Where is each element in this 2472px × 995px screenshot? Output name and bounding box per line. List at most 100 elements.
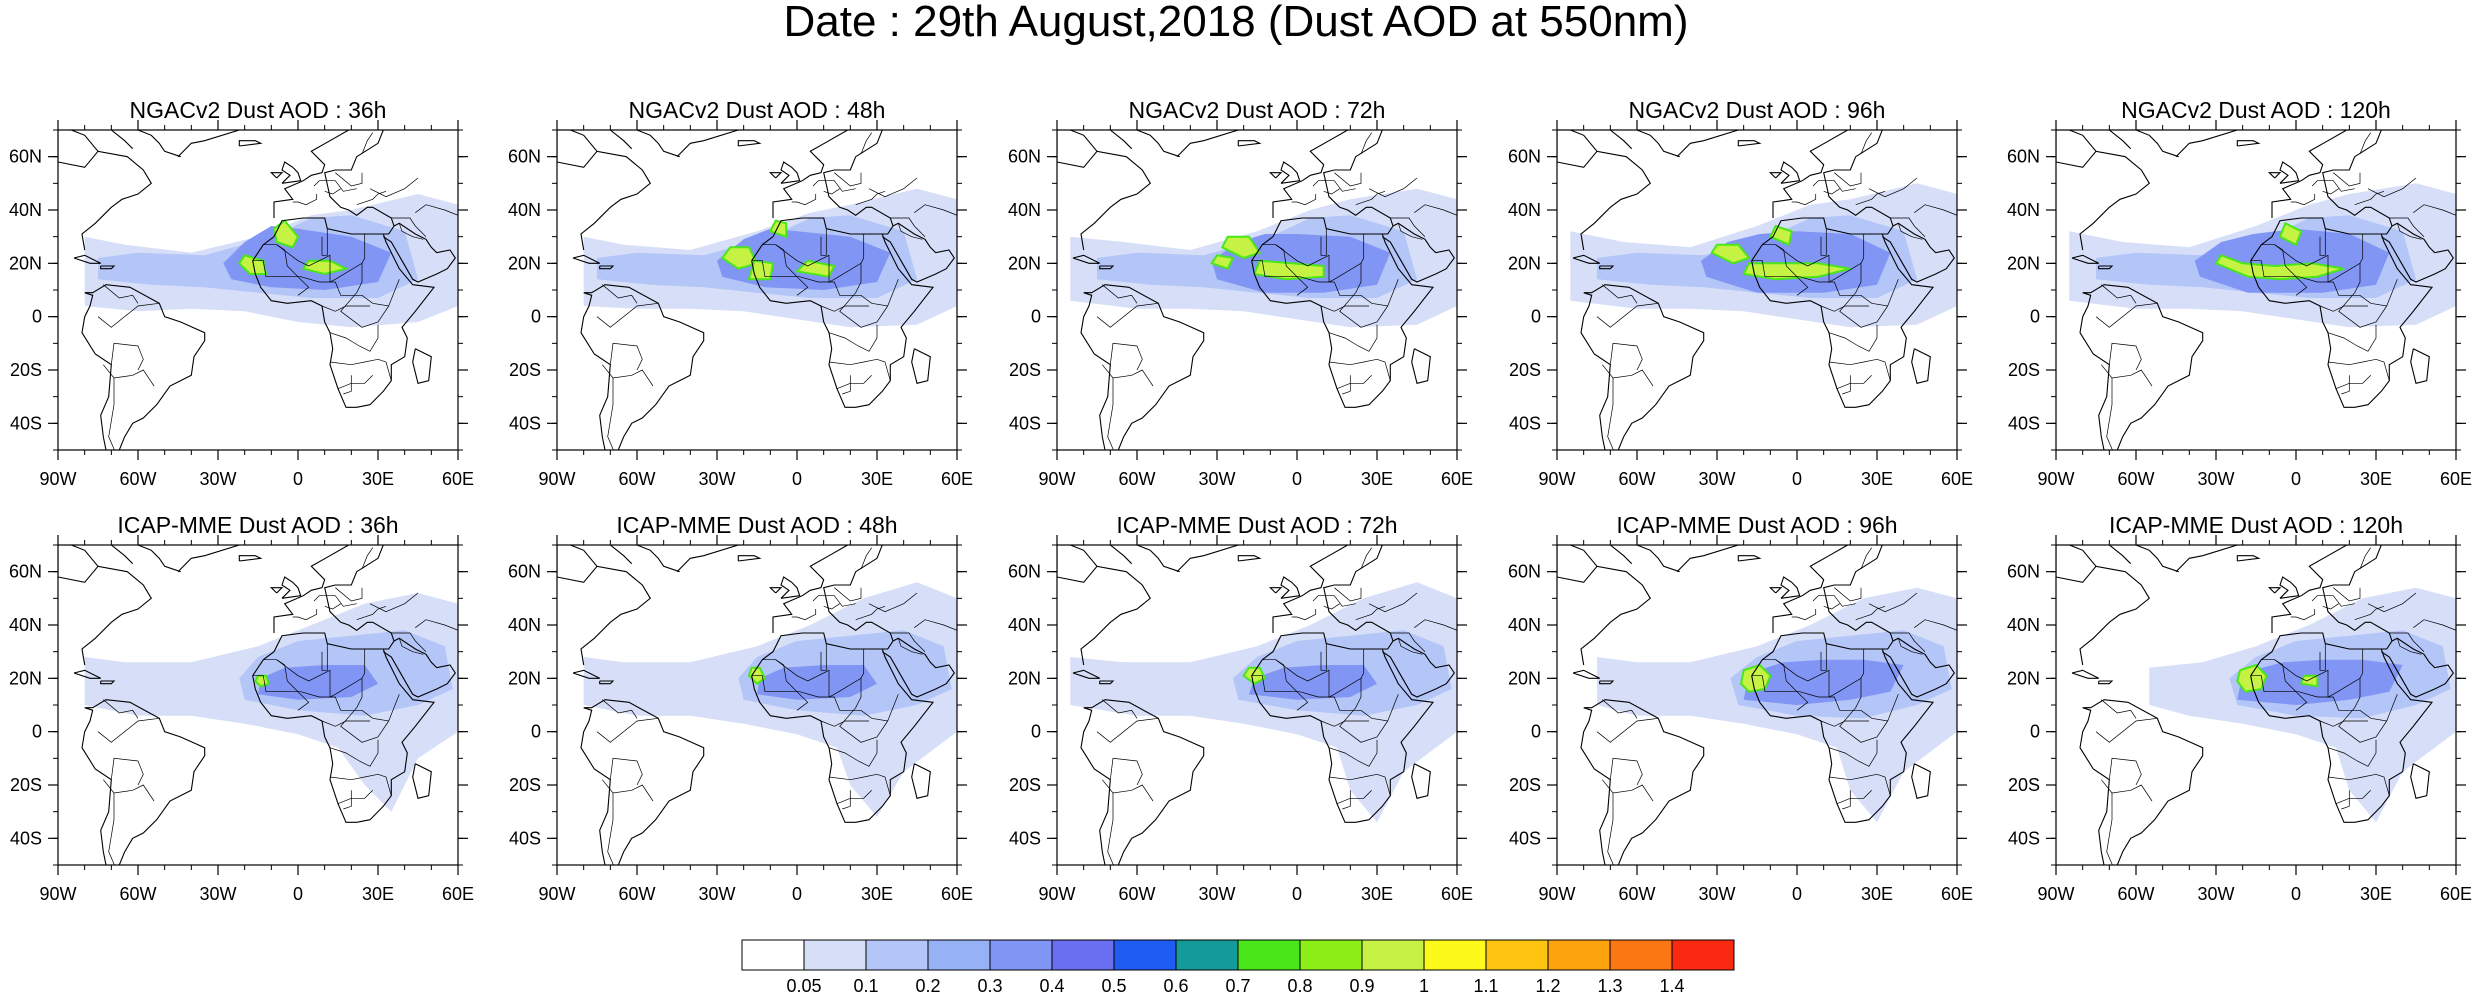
coastline — [177, 130, 240, 158]
colorbar-label: 0.7 — [1225, 976, 1250, 995]
panel-title: ICAP-MME Dust AOD : 72h — [1116, 512, 1397, 538]
country-border — [1812, 595, 1856, 607]
country-border — [1791, 194, 1817, 206]
x-tick-label: 60W — [119, 469, 156, 489]
panel-title: NGACv2 Dust AOD : 120h — [2121, 97, 2391, 123]
country-border — [2108, 757, 2142, 786]
coastline — [737, 555, 762, 562]
coastline — [2279, 161, 2300, 184]
colorbar-label: 0.5 — [1101, 976, 1126, 995]
coastline — [110, 130, 134, 150]
country-border — [868, 592, 918, 613]
coastline — [557, 545, 652, 666]
country-border — [2354, 190, 2385, 206]
country-border — [2290, 609, 2316, 621]
x-tick-label: 30E — [861, 469, 893, 489]
coastline — [1070, 130, 1098, 152]
country-border — [1897, 223, 1923, 240]
country-border — [2311, 595, 2355, 607]
country-border — [890, 632, 926, 652]
y-tick-label: 0 — [1031, 307, 1041, 327]
country-border — [2319, 228, 2326, 256]
country-border — [1360, 547, 1372, 570]
country-border — [1602, 699, 1638, 719]
country-border — [2327, 739, 2377, 767]
x-tick-label: 60W — [1618, 469, 1655, 489]
y-tick-label: 0 — [2030, 307, 2040, 327]
y-tick-label: 20S — [1009, 360, 1041, 380]
country-border — [369, 177, 419, 198]
country-border — [1890, 632, 1926, 652]
coastline — [1280, 161, 1301, 184]
country-border — [1834, 172, 1862, 187]
x-tick-label: 60E — [941, 884, 973, 904]
country-border — [2354, 605, 2385, 621]
y-tick-label: 0 — [1031, 722, 1041, 742]
country-border — [1323, 188, 1340, 195]
country-border — [329, 739, 379, 767]
country-border — [791, 194, 817, 206]
coastline — [2079, 699, 2204, 865]
x-tick-label: 60W — [2117, 884, 2154, 904]
country-border — [1109, 342, 1143, 371]
coastline — [1676, 545, 1739, 573]
aod-shading-peak — [2278, 221, 2303, 247]
coastline — [751, 632, 935, 823]
coastline — [2135, 545, 2179, 573]
coastline — [2069, 130, 2097, 152]
x-tick-label: 90W — [538, 884, 575, 904]
country-border — [1602, 364, 1654, 387]
coastline — [772, 130, 894, 235]
coastline — [177, 545, 240, 573]
x-tick-label: 60E — [1441, 469, 1473, 489]
country-border — [2101, 364, 2153, 387]
country-border — [321, 228, 328, 256]
country-border — [1762, 649, 1865, 698]
country-border — [842, 375, 851, 395]
country-border — [1751, 675, 1899, 722]
country-border — [391, 217, 427, 237]
country-border — [860, 547, 872, 570]
y-tick-label: 0 — [531, 722, 541, 742]
country-border — [1602, 284, 1638, 304]
aod-shading-high — [1249, 665, 1377, 700]
x-tick-label: 30W — [698, 469, 735, 489]
coastline — [110, 545, 134, 565]
coastline — [1237, 140, 1262, 147]
y-tick-label: 20N — [1508, 253, 1541, 273]
country-border — [2108, 342, 2142, 371]
country-border — [791, 609, 817, 621]
coastline — [1072, 254, 1100, 264]
y-tick-label: 0 — [32, 307, 42, 327]
coastline — [81, 699, 206, 865]
y-tick-label: 20N — [9, 253, 42, 273]
y-tick-label: 20N — [1508, 668, 1541, 688]
map-panel: NGACv2 Dust AOD : 96h 90W 60W 30W 0 30E 60E 60N… — [1508, 97, 1973, 489]
country-border — [1275, 659, 1309, 711]
country-border — [329, 358, 392, 381]
x-tick-label: 90W — [1538, 469, 1575, 489]
coastline — [273, 545, 395, 650]
country-border — [263, 649, 366, 698]
x-tick-label: 30W — [698, 884, 735, 904]
country-border — [1328, 739, 1378, 767]
aod-shading-peak — [720, 246, 759, 270]
country-border — [836, 375, 872, 390]
country-border — [1355, 190, 1386, 206]
country-border — [1397, 223, 1423, 240]
colorbar-swatch — [1609, 939, 1673, 971]
y-tick-label: 0 — [2030, 722, 2040, 742]
x-tick-label: 30E — [2360, 884, 2392, 904]
colorbar-swatch — [1423, 939, 1487, 971]
country-border — [1107, 378, 1114, 450]
x-tick-label: 60E — [1941, 884, 1973, 904]
colorbar-label: 0.9 — [1349, 976, 1374, 995]
country-border — [2396, 638, 2422, 655]
coastline — [1080, 284, 1205, 450]
country-border — [110, 757, 144, 786]
x-tick-label: 30E — [1361, 884, 1393, 904]
country-border — [1368, 592, 1418, 613]
y-tick-label: 40S — [1509, 413, 1541, 433]
coastline — [1381, 637, 1455, 698]
country-border — [820, 228, 827, 256]
